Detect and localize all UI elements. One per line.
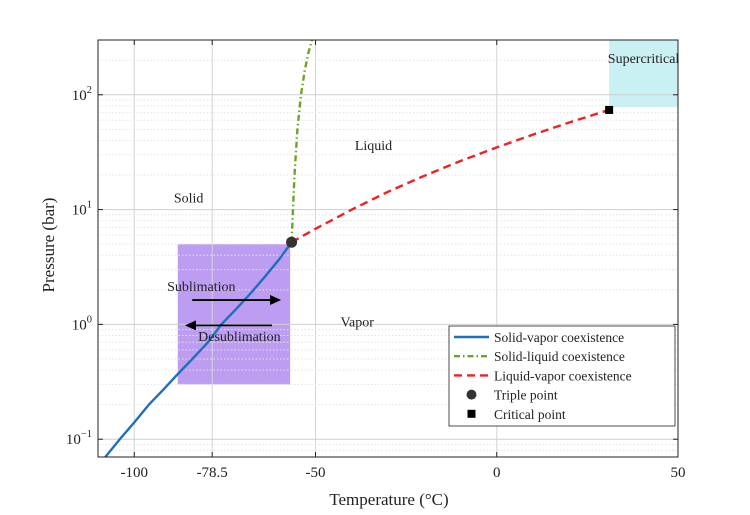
legend-entry-label: Liquid-vapor coexistence [494, 368, 632, 383]
critical-point-marker [605, 105, 614, 114]
y-tick-label: 100 [72, 314, 92, 333]
label-vapor: Vapor [340, 315, 374, 330]
y-tick-exponent: 2 [87, 85, 92, 96]
series-solid-vapor-coexistence-line [104, 241, 293, 458]
x-axis-label: Temperature (°C) [329, 490, 448, 509]
label-sublimation: Sublimation [167, 280, 235, 295]
annotations-layer: Solid Liquid Vapor Supercritical Sublimation… [167, 52, 679, 345]
y-tick-exponent: −1 [81, 429, 92, 440]
legend: Solid-vapor coexistence Solid-liquid coex… [448, 325, 676, 427]
desublimation-arrow-head [185, 320, 196, 331]
y-tick-exponent: 1 [87, 200, 92, 211]
label-solid: Solid [174, 192, 204, 207]
legend-swatch-triple-point [466, 389, 477, 400]
legend-entry-label: Solid-liquid coexistence [494, 349, 625, 364]
sublimation-arrow-head [270, 295, 282, 306]
y-tick-label: 10−1 [66, 429, 92, 448]
label-liquid: Liquid [355, 139, 392, 154]
y-tick-label: 101 [72, 200, 92, 219]
x-tick-label: 50 [671, 465, 686, 481]
legend-entry-label: Critical point [494, 407, 566, 422]
y-tick-base: 10 [72, 203, 87, 219]
triple-point-marker [286, 236, 298, 248]
y-tick-base: 10 [72, 88, 87, 104]
legend-swatch-critical-point [467, 409, 476, 418]
plot-frame [97, 39, 679, 458]
x-tick-label: -78.5 [197, 465, 228, 481]
y-tick-label: 102 [72, 85, 92, 104]
supercritical-region [609, 40, 678, 108]
label-supercritical: Supercritical [608, 52, 680, 67]
legend-entry-label: Triple point [494, 388, 558, 403]
y-tick-base: 10 [72, 317, 87, 333]
y-tick-base: 10 [66, 432, 81, 448]
x-tick-label: -100 [121, 465, 149, 481]
label-desublimation: Desublimation [198, 330, 280, 345]
y-axis-label: Pressure (bar) [39, 198, 58, 293]
x-tick-label: 0 [493, 465, 501, 481]
x-tick-label: -50 [306, 465, 326, 481]
series-layer [104, 39, 614, 458]
y-tick-exponent: 0 [87, 314, 92, 325]
legend-entry-label: Solid-vapor coexistence [494, 330, 624, 345]
